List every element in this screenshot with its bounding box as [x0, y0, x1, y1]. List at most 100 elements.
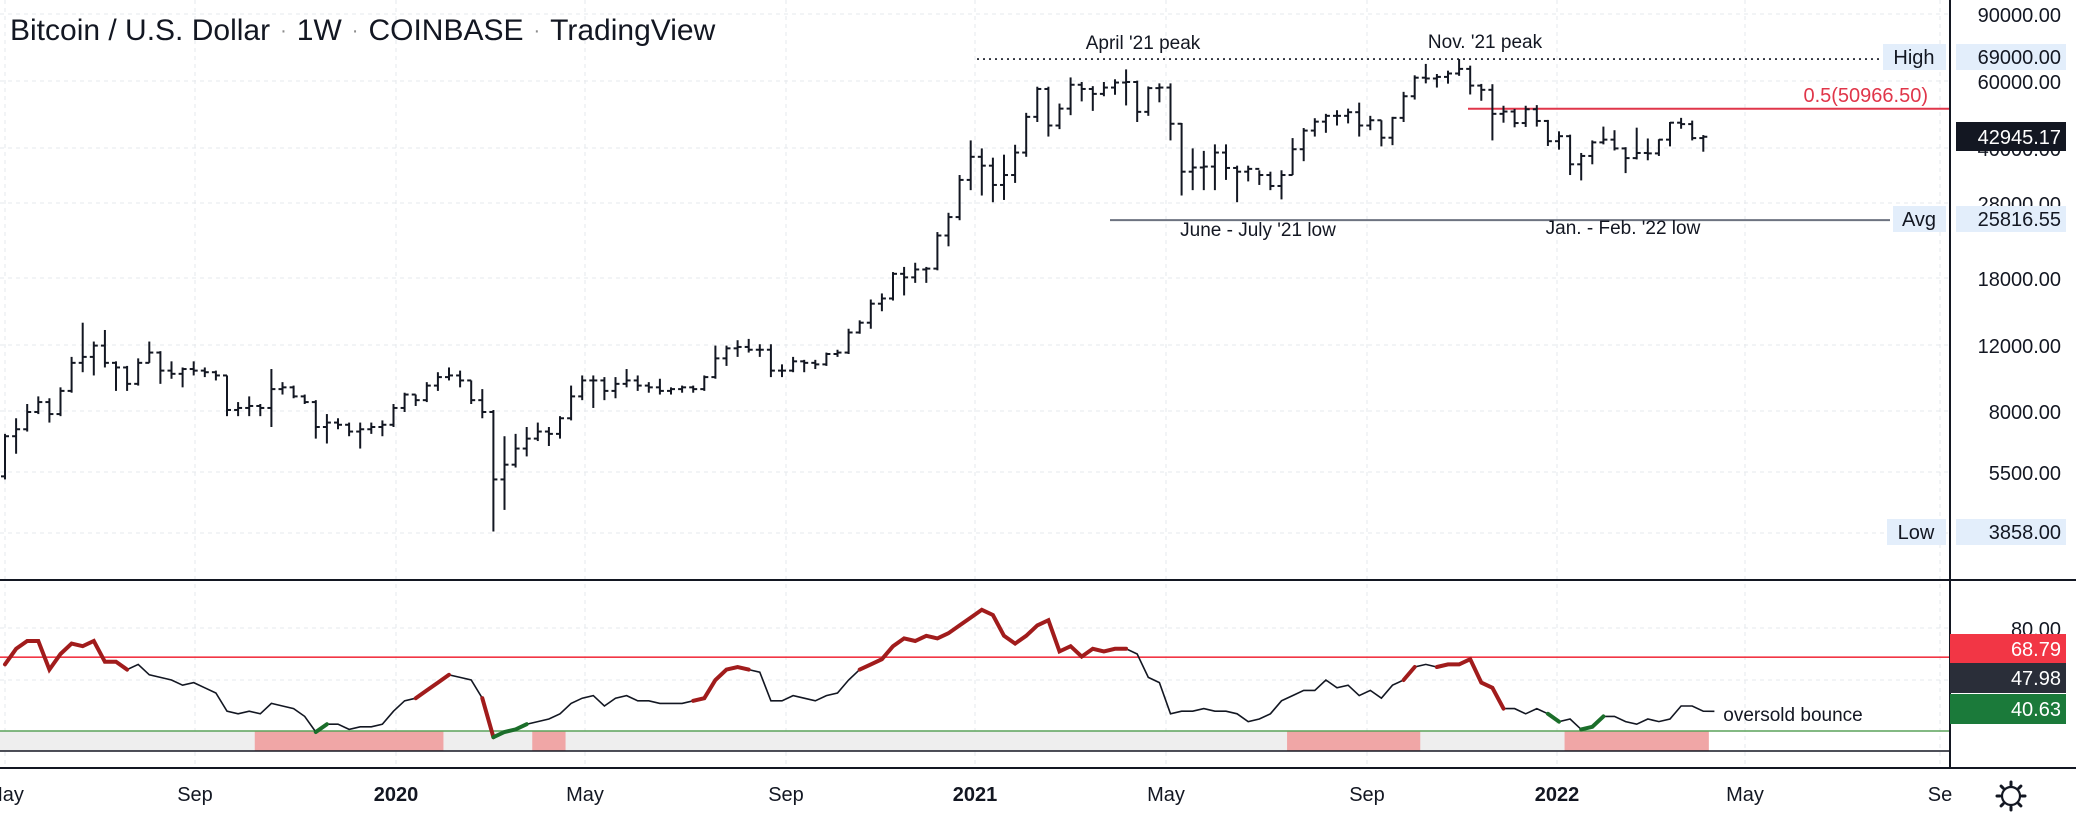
time-label: May	[1147, 784, 1185, 806]
avg-value: 25816.55	[1978, 209, 2061, 231]
price-bar	[1566, 134, 1575, 176]
indicator-lower-value: 40.63	[2011, 699, 2061, 721]
price-bar	[134, 358, 143, 386]
price-bar	[611, 377, 620, 399]
price-bar	[1499, 105, 1508, 123]
exchange-label: COINBASE	[368, 14, 524, 47]
price-bar	[622, 369, 631, 388]
price-bar	[933, 232, 942, 271]
price-bar	[1033, 86, 1042, 122]
symbol-name[interactable]: Bitcoin / U.S. Dollar	[10, 14, 271, 47]
interval-label[interactable]: 1W	[296, 14, 342, 47]
price-bar	[422, 382, 431, 403]
separator-dot: ·	[351, 19, 359, 42]
price-bar	[311, 400, 320, 439]
price-bar	[456, 370, 465, 388]
low-value: 3858.00	[1989, 522, 2061, 544]
price-bar	[56, 387, 65, 417]
price-bar	[100, 329, 109, 368]
price-bar	[1355, 102, 1364, 137]
price-bar	[1410, 75, 1419, 100]
price-bar	[1477, 83, 1486, 101]
price-bar	[211, 370, 220, 381]
price-bar	[23, 404, 32, 432]
price-bar	[722, 345, 731, 366]
price-bar	[67, 356, 76, 393]
price-bar	[544, 426, 553, 447]
price-tick: 60000.00	[1978, 72, 2061, 94]
price-bar	[711, 345, 720, 379]
last-price-badge	[1956, 122, 2066, 151]
avg-label-badge	[1893, 206, 1946, 232]
price-bar	[678, 385, 687, 393]
price-bar	[567, 385, 576, 421]
price-bar	[334, 418, 342, 430]
price-bar	[156, 351, 165, 384]
price-bar	[1377, 119, 1386, 147]
price-bar	[755, 344, 764, 357]
indicator-lower-badge	[1950, 694, 2066, 724]
price-bar	[511, 433, 520, 468]
price-bar	[78, 322, 87, 373]
price-bar	[1310, 118, 1319, 137]
price-bar	[1432, 74, 1441, 88]
time-label: Sep	[177, 784, 213, 806]
grid-lines	[0, 0, 1950, 768]
price-bar	[900, 266, 909, 296]
indicator-overbought-segment	[3, 638, 130, 674]
price-bar	[977, 148, 986, 196]
price-tick: 90000.00	[1978, 5, 2061, 27]
indicator-shaded-zone	[1287, 731, 1421, 751]
price-bar	[655, 378, 664, 395]
gear-icon[interactable]	[1995, 780, 2027, 812]
time-label: May	[566, 784, 604, 806]
indicator-line	[4, 608, 1715, 739]
price-bar	[1555, 131, 1563, 150]
high-label: High	[1893, 47, 1934, 69]
price-bar	[889, 272, 897, 301]
high-value: 69000.00	[1978, 47, 2061, 69]
indicator-shaded-zone	[254, 731, 444, 751]
indicator-oversold-segment	[1545, 711, 1561, 724]
indicator-pane	[0, 607, 1950, 752]
low-label: Low	[1898, 522, 1935, 544]
price-bar	[733, 340, 742, 357]
price-bar	[267, 369, 276, 427]
price-bar	[1044, 86, 1053, 137]
price-bar	[1632, 127, 1641, 160]
price-bar	[433, 372, 442, 391]
annotation-oversold-bounce: oversold bounce	[1723, 705, 1862, 726]
price-bar	[145, 341, 154, 364]
price-bar	[445, 367, 453, 381]
indicator-overbought-segment	[691, 664, 751, 703]
high-label-badge	[1883, 44, 1946, 70]
price-bar	[866, 299, 875, 329]
indicator-overbought-segment	[413, 672, 451, 701]
price-levels	[977, 58, 1950, 222]
separator-dot: ·	[533, 19, 541, 42]
price-bar	[1621, 147, 1630, 174]
price-bar	[744, 338, 753, 353]
chart-title: Bitcoin / U.S. Dollar · 1W · COINBASE · …	[10, 14, 715, 48]
price-bar	[1088, 86, 1097, 111]
indicator-overbought-segment	[857, 607, 1129, 672]
price-tick: 8000.00	[1989, 402, 2061, 424]
price-bar	[1543, 119, 1552, 146]
indicator-current-badge	[1950, 663, 2066, 693]
price-bar	[533, 422, 542, 442]
indicator-overbought-segment	[480, 696, 496, 740]
price-bar	[1255, 167, 1264, 185]
price-bar	[578, 375, 587, 401]
time-label: Sep	[1349, 784, 1385, 806]
price-bar	[922, 266, 931, 283]
price-bar	[500, 436, 509, 510]
price-tick: 12000.00	[1978, 336, 2061, 358]
price-bar	[700, 375, 709, 391]
price-bar	[1, 433, 9, 480]
price-bar	[1333, 110, 1341, 126]
price-bar	[988, 157, 997, 203]
indicator-oversold-segment	[491, 722, 529, 740]
price-bar	[1000, 154, 1008, 200]
price-bar	[1666, 121, 1674, 147]
price-bars	[1, 59, 1708, 532]
